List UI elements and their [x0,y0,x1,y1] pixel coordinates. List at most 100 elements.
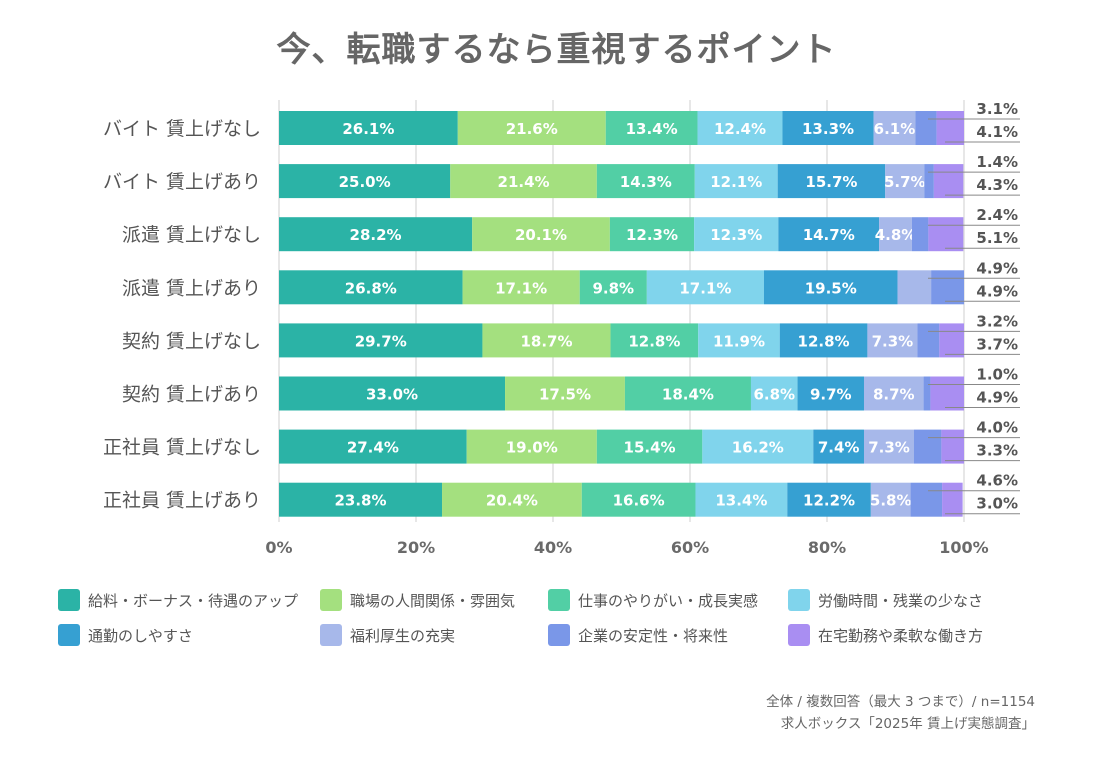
bar-segment [942,482,963,517]
bar-value-label: 25.0% [339,173,391,191]
legend-label: 在宅勤務や柔軟な働き方 [818,626,984,645]
callout-label: 1.4% [976,153,1018,171]
callout-label: 4.0% [976,419,1018,437]
bar-value-label: 7.3% [868,439,910,457]
bar-segment [917,323,940,358]
callouts: 3.1% 4.1% 1.4% 4.3% 2.4% 5.1% 4.9% 4.9% 3.2% 3.7%… [928,100,1020,515]
bar-value-label: 14.3% [620,173,672,191]
bar-segment [933,164,964,199]
legend-swatch [548,589,570,611]
bar-value-label: 33.0% [366,386,418,404]
bar-value-label: 19.5% [805,279,857,297]
bar-segment [750,376,798,411]
bar-segment [779,323,868,358]
bar-value-label: 27.4% [347,439,399,457]
bar-value-label: 17.5% [539,386,591,404]
bar-segment [442,482,582,517]
x-tick-label: 0% [265,538,292,557]
bar-segment [279,376,506,411]
bar-value-label: 21.4% [498,173,550,191]
bar-segment [279,217,473,252]
bar-segment [605,111,698,145]
bar-segment [695,482,788,517]
bars: 26.1% 21.6% 13.4% 12.4% 13.3% 6.1% 25.0% 21.4% 1… [279,111,964,517]
callout-label: 4.3% [976,176,1018,194]
bar-segment [596,429,703,464]
bar-segment [581,482,696,517]
bar-value-label: 12.3% [626,226,678,244]
bar-value-label: 7.3% [872,332,914,350]
bar-value-label: 7.4% [818,439,860,457]
legend-label: 福利厚生の充実 [350,626,456,645]
bar-segment [897,270,932,305]
category-label: 正社員 賃上げあり [103,490,261,512]
bar-value-label: 15.4% [624,439,676,457]
bar-value-label: 13.4% [626,120,678,138]
bar-segment [939,323,964,358]
bar-segment [923,376,931,411]
bar-segment [924,164,934,199]
legend-item: 企業の安定性・将来性 [548,623,728,647]
x-tick-label: 60% [671,538,709,557]
category-label: 契約 賃上げあり [122,384,261,406]
bar-segment [915,111,937,145]
legend-item: 給料・ボーナス・待遇のアップ [58,588,298,612]
bar-segment [702,429,814,464]
bar-segment [930,376,964,411]
bar-segment [885,164,925,199]
bar-segment [279,111,458,145]
bar-value-label: 20.4% [486,492,538,510]
category-label: 正社員 賃上げなし [103,437,261,459]
bar-segment [763,270,898,305]
legend-swatch [320,589,342,611]
bar-segment [778,217,880,252]
bar-segment [913,429,942,464]
callout-label: 5.1% [976,229,1018,247]
bar-value-label: 18.4% [662,386,714,404]
bar-value-label: 12.2% [803,492,855,510]
bar-segment [694,164,778,199]
bar-value-label: 19.0% [506,439,558,457]
bar-value-label: 18.7% [520,332,572,350]
bar-value-label: 12.8% [628,332,680,350]
legend-label: 職場の人間関係・雰囲気 [350,591,516,610]
bar-segment [624,376,751,411]
bar-value-label: 16.6% [613,492,665,510]
callout-label: 3.1% [976,100,1018,118]
bar-segment [609,217,695,252]
x-tick-label: 40% [534,538,572,557]
callout-label: 3.7% [976,335,1018,353]
bar-value-label: 6.8% [753,386,795,404]
legend-item: 在宅勤務や柔軟な働き方 [788,623,983,647]
bar-value-label: 11.9% [713,332,765,350]
legend-label: 通勤のしやすさ [88,626,193,645]
category-label: 契約 賃上げなし [122,330,261,352]
bar-value-label: 8.7% [873,386,915,404]
bar-segment [928,217,964,252]
bar-value-label: 12.1% [710,173,762,191]
x-axis-ticks: 0% 20% 40% 60% 80% 100% [265,538,988,557]
bar-value-label: 17.1% [495,279,547,297]
footnote-sample: 全体 / 複数回答（最大 3 つまで）/ n=1154 [766,694,1035,710]
bar-segment [787,482,871,517]
callout-label: 4.9% [976,389,1018,407]
legend-swatch [788,624,810,646]
bar-segment [936,111,964,145]
callout-label: 3.0% [976,495,1018,513]
bar-segment [797,376,864,411]
bar-segment [646,270,764,305]
footnote-source: 求人ボックス「2025年 賃上げ実態調査」 [780,716,1035,732]
bar-segment [782,111,874,145]
bar-segment [279,482,443,517]
legend-label: 労働時間・残業の少なさ [818,591,984,610]
legend-swatch [58,589,80,611]
bar-segment [457,111,606,145]
legend-label: 企業の安定性・将来性 [578,626,729,645]
bar-value-label: 12.3% [710,226,762,244]
bar-value-label: 12.4% [714,120,766,138]
bar-segment [863,376,924,411]
bar-value-label: 5.7% [884,173,926,191]
x-tick-label: 20% [397,538,435,557]
bar-segment [870,482,911,517]
